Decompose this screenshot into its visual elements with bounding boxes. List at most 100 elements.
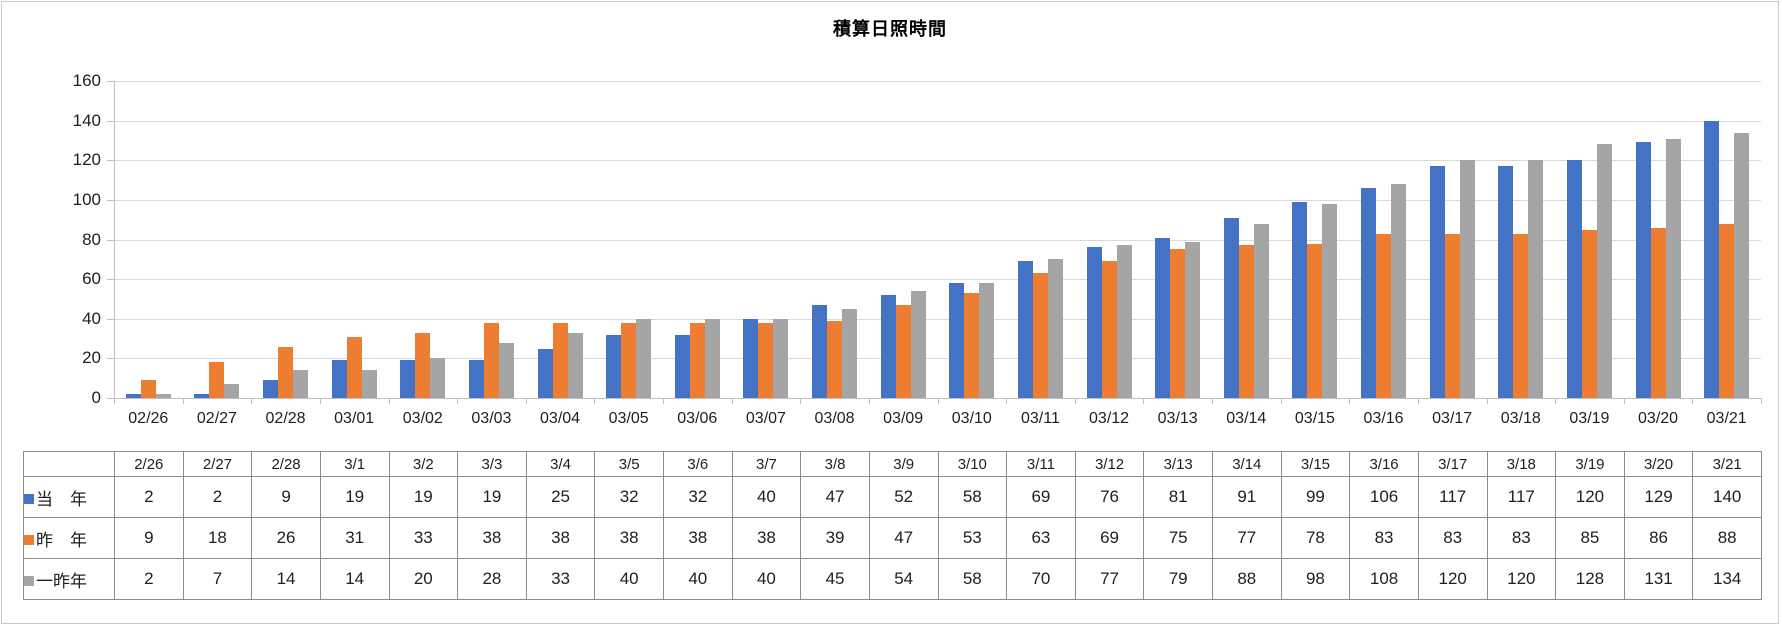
bar (842, 308, 858, 398)
table-value-cell: 39 (800, 517, 870, 559)
bar (224, 384, 240, 398)
x-axis-tick (1624, 398, 1625, 404)
series-label: 昨 年 (36, 530, 87, 550)
bar (278, 346, 294, 398)
x-axis-label: 03/04 (540, 410, 581, 427)
bar (498, 342, 514, 398)
table-header-cell: 3/19 (1555, 451, 1625, 477)
bar (1429, 166, 1445, 398)
bar-group (1418, 81, 1487, 398)
table-value-cell: 99 (1280, 476, 1351, 518)
table-header-row: 2/26 2/27 2/28 3/1 3/2 3/3 3/4 3/5 3/6 3/7 3/8 3/9 3… (23, 451, 1762, 477)
x-axis-label: 03/19 (1569, 410, 1610, 427)
bar (964, 293, 980, 398)
bar (293, 370, 309, 398)
x-axis-label: 03/10 (951, 410, 992, 427)
bar (758, 322, 774, 398)
series-label: 当 年 (36, 489, 87, 509)
table-header-cell: 3/15 (1280, 451, 1351, 477)
bar (1719, 223, 1735, 398)
bar (430, 358, 446, 398)
table-value-cell: 91 (1212, 476, 1282, 518)
x-axis-tick (389, 398, 390, 404)
gridline (114, 200, 1761, 201)
table-value-cell: 18 (182, 517, 253, 559)
legend-swatch-icon (24, 493, 34, 504)
x-axis-tick (1349, 398, 1350, 404)
bar-group (1212, 81, 1281, 398)
x-axis-label: 03/16 (1363, 410, 1404, 427)
y-axis-line (114, 81, 115, 398)
x-axis-label: 03/08 (814, 410, 855, 427)
x-axis-tick (526, 398, 527, 404)
table-value-cell: 33 (525, 558, 596, 600)
bar-group (1487, 81, 1556, 398)
bar (468, 360, 484, 398)
table-value-cell: 19 (319, 476, 390, 518)
gridline (114, 358, 1761, 359)
bar (1253, 223, 1269, 398)
bar (1459, 160, 1475, 398)
gridline (114, 121, 1761, 122)
y-axis-tick-label: 140 (72, 111, 101, 130)
bar-group (732, 81, 801, 398)
gridline (114, 279, 1761, 280)
bar (1650, 227, 1666, 398)
y-axis-tick (107, 81, 114, 82)
table-value-cell: 14 (319, 558, 390, 600)
bar (1513, 233, 1529, 398)
bar-group (800, 81, 869, 398)
table-corner-cell (23, 451, 115, 477)
table-value-cell: 53 (937, 517, 1008, 559)
bar-group (1075, 81, 1144, 398)
table-header-cell: 3/11 (1006, 451, 1076, 477)
table-header-cell: 3/14 (1212, 451, 1282, 477)
bar (1566, 160, 1582, 398)
bar (155, 394, 171, 398)
x-axis-tick (1761, 398, 1762, 404)
table-header-cell: 3/20 (1623, 451, 1694, 477)
table-value-cell: 77 (1212, 517, 1282, 559)
y-axis-tick-label: 160 (72, 71, 101, 90)
bar (1581, 229, 1597, 398)
table-value-cell: 7 (182, 558, 253, 600)
table-header-cell: 3/2 (388, 451, 459, 477)
table-value-cell: 14 (251, 558, 321, 600)
table-value-cell: 86 (1623, 517, 1694, 559)
table-value-cell: 75 (1143, 517, 1213, 559)
bar (1155, 237, 1171, 398)
y-axis-tick (107, 121, 114, 122)
table-header-cell: 2/26 (114, 451, 184, 477)
y-axis-tick (107, 240, 114, 241)
table-value-cell: 77 (1074, 558, 1145, 600)
y-axis-tick (107, 358, 114, 359)
x-axis-label: 03/20 (1638, 410, 1679, 427)
bar (209, 362, 225, 398)
x-axis-tick (663, 398, 664, 404)
x-axis-label: 02/27 (196, 410, 237, 427)
x-axis-tick (1006, 398, 1007, 404)
table-value-cell: 58 (937, 476, 1008, 518)
table-header-cell: 3/17 (1417, 451, 1488, 477)
x-axis-label: 03/17 (1432, 410, 1473, 427)
table-value-cell: 32 (663, 476, 733, 518)
table-value-cell: 76 (1074, 476, 1145, 518)
bar-group (869, 81, 938, 398)
bar (1498, 166, 1514, 398)
bar (361, 370, 377, 398)
x-axis-tick (183, 398, 184, 404)
x-axis-tick (1143, 398, 1144, 404)
bar (1665, 138, 1681, 398)
bar (910, 291, 926, 398)
table-header-cell: 3/16 (1349, 451, 1419, 477)
y-axis-tick (107, 319, 114, 320)
bar (567, 332, 583, 398)
table-value-cell: 129 (1623, 476, 1694, 518)
x-axis-tick (1692, 398, 1693, 404)
chart-title: 積算日照時間 (833, 19, 947, 39)
table-header-cell: 3/8 (800, 451, 870, 477)
bar-group (1624, 81, 1693, 398)
bar (1086, 247, 1102, 398)
table-header-cell: 3/1 (319, 451, 390, 477)
